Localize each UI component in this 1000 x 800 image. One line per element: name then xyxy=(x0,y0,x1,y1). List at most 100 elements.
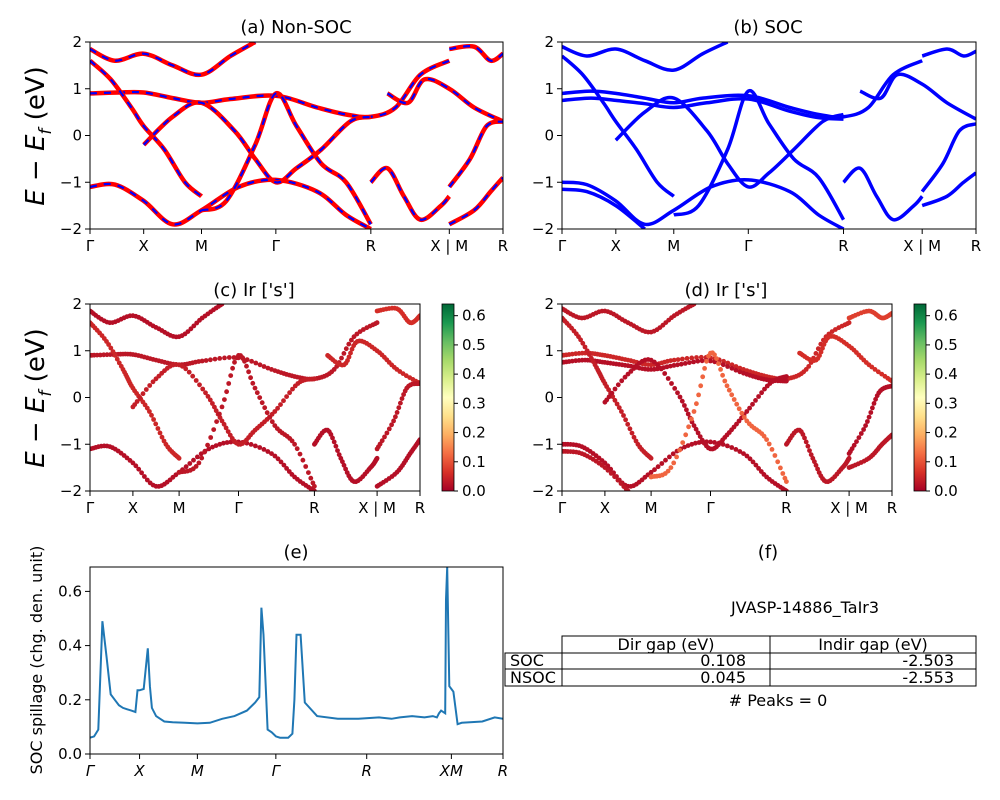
ytick-label: −2 xyxy=(532,220,554,238)
scatter-point xyxy=(674,454,679,460)
scatter-point xyxy=(619,378,625,384)
scatter-point xyxy=(217,441,223,447)
scatter-point xyxy=(211,427,217,432)
scatter-point xyxy=(612,474,617,480)
scatter-point xyxy=(753,398,758,403)
scatter-point xyxy=(889,432,892,438)
scatter-point xyxy=(712,440,717,445)
colorbar-tick-label: 0.1 xyxy=(462,453,486,471)
scatter-point xyxy=(197,382,202,388)
scatter-point xyxy=(866,414,872,420)
scatter-point xyxy=(114,356,120,362)
scatter-point xyxy=(196,359,202,364)
scatter-point xyxy=(248,375,254,381)
scatter-point xyxy=(889,311,892,316)
ytick-label: −1 xyxy=(60,173,82,191)
scatter-point xyxy=(731,397,737,402)
scatter-point xyxy=(343,466,348,472)
scatter-point xyxy=(249,358,255,364)
scatter-point xyxy=(226,355,232,360)
colorbar-tick-label: 0.6 xyxy=(462,307,486,325)
scatter-point xyxy=(253,360,259,366)
scatter-point xyxy=(586,352,592,357)
scatter-point xyxy=(292,441,297,447)
ylabel-unit: (eV) xyxy=(21,66,51,128)
kpath-label: R xyxy=(781,499,791,517)
scatter-point xyxy=(190,373,196,379)
band-line-blue xyxy=(562,187,646,229)
scatter-point xyxy=(398,400,403,406)
scatter-point xyxy=(665,468,671,474)
ytick-label: 0.0 xyxy=(58,745,82,763)
scatter-point xyxy=(612,397,618,403)
scatter-point xyxy=(695,358,701,364)
scatter-point xyxy=(667,454,672,460)
scatter-point xyxy=(205,394,211,399)
kpath-label: X | M xyxy=(430,237,468,255)
scatter-point xyxy=(112,353,118,358)
scatter-point xyxy=(683,432,689,438)
scatter-point xyxy=(663,457,668,463)
panel-f-gap-table: (f) JVASP-14886_TaIr3 Dir gap (eV) Indir … xyxy=(504,542,977,710)
scatter-point xyxy=(417,437,420,442)
scatter-point xyxy=(257,362,263,368)
scatter-point xyxy=(289,438,295,444)
scatter-point xyxy=(225,429,231,434)
scatter-point xyxy=(803,439,809,445)
band-line-blue xyxy=(614,95,845,189)
scatter-point xyxy=(222,397,227,402)
scatter-point xyxy=(137,395,143,401)
band-line-blue xyxy=(562,96,844,121)
scatter-point xyxy=(818,349,824,355)
scatter-point xyxy=(224,389,230,395)
colorbar-tick-label: 0.0 xyxy=(462,482,486,500)
ytick-label: 2 xyxy=(72,33,82,51)
panel-d-ir-s-projection: (d) Ir ['s'] 210−1−2Γ X M Γ R X | M R0.60.50.4… xyxy=(532,280,958,517)
scatter-point xyxy=(606,394,612,400)
scatter-point xyxy=(246,369,252,375)
scatter-point xyxy=(871,401,877,406)
scatter-point xyxy=(207,397,213,403)
scatter-point xyxy=(306,470,311,475)
band-ylabel-text: E − Ef (eV) xyxy=(21,66,56,206)
scatter-point xyxy=(756,394,761,399)
scatter-point xyxy=(784,488,789,491)
scatter-point xyxy=(108,345,114,351)
panel-a-title: (a) Non-SOC xyxy=(240,17,351,38)
ytick-label: 0.4 xyxy=(58,637,82,655)
scatter-point xyxy=(784,378,789,384)
kpath-label: Γ xyxy=(86,499,95,517)
colorbar xyxy=(913,303,927,492)
band-line-blue xyxy=(921,171,976,208)
scatter-point xyxy=(133,463,139,469)
plot-frame-e xyxy=(89,566,504,755)
scatter-point xyxy=(206,446,212,452)
scatter-point xyxy=(188,326,194,332)
ytick-label: −2 xyxy=(60,220,82,238)
scatter-point xyxy=(232,359,237,365)
scatter-point xyxy=(149,412,154,418)
scatter-point xyxy=(671,460,677,466)
scatter-point xyxy=(191,457,196,463)
scatter-point xyxy=(219,404,225,410)
kpath-label: Γ xyxy=(234,499,243,517)
scatter-point xyxy=(330,435,335,441)
scatter-point xyxy=(244,363,249,369)
scatter-point xyxy=(212,356,218,362)
scatter-point xyxy=(200,386,206,392)
kpath-label: R xyxy=(971,237,981,255)
scatter-point xyxy=(183,366,189,372)
ytick-label: 2 xyxy=(544,295,554,313)
kpath-label: X xyxy=(128,499,138,517)
scatter-point xyxy=(284,394,289,399)
scatter-point xyxy=(248,442,254,447)
table-header: Indir gap (eV) xyxy=(818,635,928,654)
band-line-blue xyxy=(201,92,372,225)
kpath-label: X xyxy=(600,499,610,517)
table-cell: -2.553 xyxy=(902,668,954,687)
kpath-label: M xyxy=(195,237,208,255)
colorbar-tick-label: 0.5 xyxy=(934,336,958,354)
scatter-point xyxy=(720,362,726,368)
scatter-point xyxy=(873,396,878,402)
